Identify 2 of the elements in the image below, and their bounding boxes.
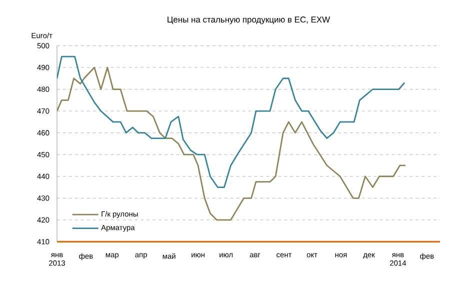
- line-series: [57, 56, 406, 188]
- chart-title: Цены на стальную продукцию в ЕС, EXW: [168, 16, 330, 24]
